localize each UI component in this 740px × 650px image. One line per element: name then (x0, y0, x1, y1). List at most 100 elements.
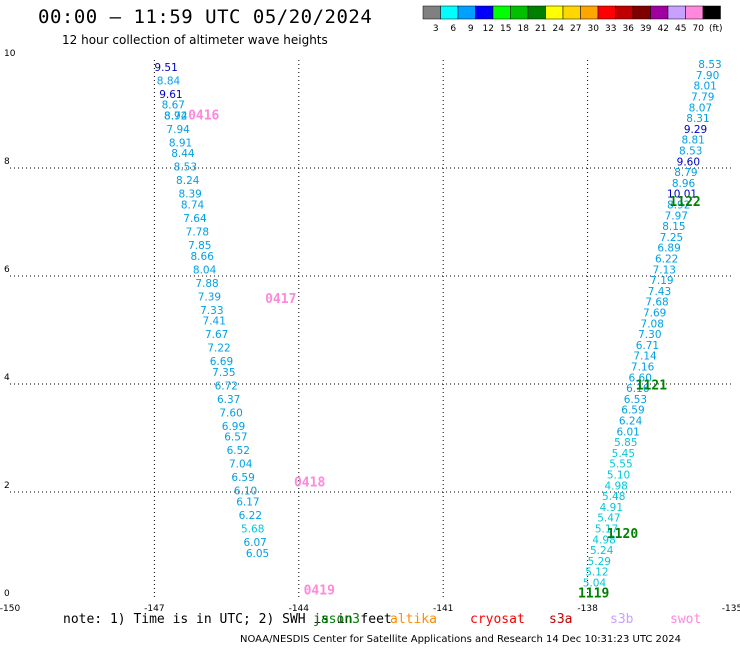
satellite-legend-jason3: jason3 (313, 612, 360, 627)
colorbar-label: 15 (500, 24, 511, 34)
colorbar-label: 9 (468, 24, 474, 34)
data-point-label: 7.88 (195, 278, 218, 290)
data-point-label: 6.01 (616, 426, 639, 438)
x-tick-label: -135 (722, 604, 740, 614)
data-point-label: 7.25 (660, 232, 683, 244)
colorbar-swatch (580, 5, 599, 20)
colorbar-label: 36 (623, 24, 635, 34)
data-point-label: 7.60 (219, 407, 242, 419)
colorbar-swatch (492, 5, 511, 20)
y-tick-label: 4 (4, 373, 10, 383)
colorbar-label: 6 (450, 24, 456, 34)
data-point-label: 9.29 (684, 124, 707, 136)
data-point-label: 5.24 (590, 545, 614, 557)
pass-number-label: 0416 (188, 108, 219, 123)
satellite-legend-s3b: s3b (610, 612, 634, 627)
data-point-label: 6.60 (629, 372, 652, 384)
colorbar-label: 24 (553, 24, 565, 34)
data-point-label: 8.91 (169, 137, 192, 149)
x-tick-label: -138 (577, 604, 598, 614)
data-point-label: 8.81 (681, 135, 704, 147)
data-point-label: 10.01 (667, 189, 697, 201)
colorbar-label: 18 (518, 24, 530, 34)
credit-line: NOAA/NESDIS Center for Satellite Applica… (240, 634, 682, 645)
colorbar-label: 30 (588, 24, 600, 34)
x-tick-label: -144 (289, 604, 310, 614)
data-point-label: 6.22 (239, 510, 262, 522)
data-point-label: 8.15 (662, 221, 685, 233)
data-point-label: 8.72 (164, 110, 187, 122)
data-point-label: 8.94 (164, 110, 188, 122)
data-point-label: 7.33 (200, 305, 223, 317)
data-point-label: 7.13 (653, 264, 676, 276)
data-point-label: 7.69 (643, 308, 666, 320)
data-point-label: 8.44 (171, 148, 195, 160)
data-point-label: 7.68 (645, 297, 668, 309)
data-point-label: 8.53 (679, 146, 702, 158)
data-point-label: 5.47 (597, 513, 620, 525)
data-point-label: 7.64 (183, 213, 207, 225)
y-tick-label: 0 (4, 589, 10, 599)
data-point-label: 6.53 (624, 394, 647, 406)
data-point-label: 9.60 (677, 156, 700, 168)
data-point-label: 8.07 (689, 102, 712, 114)
colorbar-label: (ft) (709, 24, 723, 34)
data-point-label: 8.79 (674, 167, 697, 179)
data-point-label: 7.90 (696, 70, 719, 82)
data-point-label: 8.92 (667, 200, 690, 212)
data-point-label: 4.91 (600, 502, 623, 514)
data-point-label: 7.43 (648, 286, 671, 298)
data-point-label: 6.52 (227, 445, 250, 457)
data-point-label: 6.59 (231, 472, 254, 484)
data-point-label: 5.55 (609, 459, 632, 471)
data-point-label: 5.48 (602, 491, 625, 503)
data-point-label: 7.19 (650, 275, 673, 287)
data-point-label: 7.85 (188, 240, 211, 252)
data-point-label: 7.22 (207, 343, 230, 355)
pass-number-label: 1122 (669, 195, 700, 210)
colorbar-label: 39 (640, 24, 652, 34)
data-point-label: 7.35 (212, 367, 235, 379)
colorbar-label: 45 (675, 24, 686, 34)
data-point-label: 5.45 (612, 448, 635, 460)
data-point-label: 7.79 (691, 92, 714, 104)
data-point-label: 8.96 (672, 178, 696, 190)
y-tick-label: 2 (4, 481, 10, 491)
colorbar-swatch (457, 5, 476, 20)
data-point-label: 8.53 (698, 59, 721, 71)
data-point-label: 5.17 (595, 524, 618, 536)
data-point-label: 8.39 (178, 189, 201, 201)
satellite-legend-altika: altika (390, 612, 437, 627)
data-point-label: 8.84 (157, 75, 181, 87)
data-point-label: 6.72 (215, 380, 238, 392)
colorbar-swatch (527, 5, 546, 20)
data-point-label: 9.51 (154, 62, 177, 74)
data-point-label: 6.99 (222, 421, 245, 433)
data-point-label: 8.74 (181, 200, 205, 212)
colorbar-swatch (422, 5, 441, 20)
data-point-label: 7.41 (203, 316, 226, 328)
y-tick-label: 10 (4, 49, 16, 59)
data-point-label: 7.08 (641, 318, 664, 330)
data-point-label: 6.22 (655, 254, 678, 266)
data-point-label: 6.16 (626, 383, 650, 395)
data-point-label: 8.24 (176, 175, 200, 187)
colorbar-swatch (475, 5, 494, 20)
data-point-label: 6.24 (619, 416, 643, 428)
data-point-label: 6.10 (234, 486, 257, 498)
data-point-label: 6.89 (657, 243, 680, 255)
data-point-label: 8.31 (686, 113, 709, 125)
satellite-legend-cryosat: cryosat (470, 612, 525, 627)
data-point-label: 6.05 (246, 548, 269, 560)
data-point-label: 9.61 (159, 89, 182, 101)
colorbar-swatch (545, 5, 564, 20)
colorbar-swatch (702, 5, 721, 20)
data-point-label: 8.67 (162, 100, 185, 112)
pass-number-label: 0418 (294, 476, 325, 491)
pass-number-label: 1120 (607, 527, 638, 542)
footer-note: note: 1) Time is in UTC; 2) SWH is in fe… (63, 612, 392, 627)
pass-number-label: 0419 (304, 584, 335, 599)
colorbar-swatch (615, 5, 634, 20)
colorbar-label: 33 (605, 24, 616, 34)
data-point-label: 7.94 (166, 124, 190, 136)
